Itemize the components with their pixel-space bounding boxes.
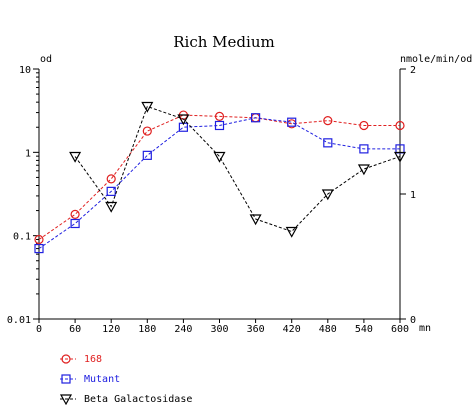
data-point-0-0 [34,234,44,245]
data-point-0-3 [142,126,152,136]
legend-label-0: 168 [84,354,102,365]
y-right-label: nmole/min/od [400,54,472,65]
legend-label-1: Mutant [84,374,120,385]
x-tick-label-360: 360 [247,324,265,335]
legend-marker-1 [61,374,71,384]
data-point-1-2 [106,186,116,196]
data-point-2-0 [69,151,82,163]
y-left-tick-label-1: 1 [25,148,31,159]
x-tick-label-420: 420 [283,324,301,335]
series-layer [34,101,407,254]
data-point-2-2 [141,101,154,113]
x-tick-label-0: 0 [36,324,42,335]
data-point-0-9 [359,120,369,131]
data-point-0-1 [70,209,80,219]
y-right-tick-label-0: 0 [410,315,416,326]
y-left-tick-label-10: 10 [19,65,31,76]
data-point-2-3 [177,114,190,126]
data-point-1-5 [214,120,225,131]
x-tick-label-120: 120 [102,324,120,335]
y-left-label: od [40,54,52,65]
data-point-2-1 [105,201,118,213]
data-point-1-0 [34,243,44,254]
chart-title: Rich Medium [173,33,274,51]
data-point-2-7 [321,189,334,201]
x-tick-label-240: 240 [174,324,192,335]
legend-marker-2 [59,394,73,405]
data-point-1-7 [287,117,297,127]
series-line-0 [38,114,400,240]
y-left-tick-label-0.01: 0.01 [7,315,31,326]
data-point-0-8 [323,116,333,126]
legend-label-2: Beta Galactosidase [84,394,192,405]
y-left-tick-label-0.1: 0.1 [13,232,31,243]
axes: 0 60 120 180 240 300 360 420 480 540 6001010.10.01… [7,65,416,335]
data-point-2-9 [393,151,407,163]
y-right-tick-label-2: 2 [410,65,416,76]
data-point-1-1 [70,218,80,229]
x-tick-label-600: 600 [391,324,409,335]
legend: 168 Mutant Beta Galactosidase [59,354,192,405]
data-point-1-8 [323,138,333,148]
data-point-0-2 [106,174,116,184]
x-tick-label-180: 180 [138,324,156,335]
data-point-0-5 [214,111,225,121]
data-point-0-10 [395,120,405,131]
x-tick-label-60: 60 [69,324,81,335]
x-tick-label-540: 540 [355,324,373,335]
x-unit-label: mn [419,323,431,334]
x-tick-label-480: 480 [319,324,337,335]
legend-marker-0 [61,354,71,364]
data-point-2-4 [213,151,226,163]
data-point-2-8 [357,164,370,176]
series-line-1 [38,117,400,250]
data-point-2-5 [249,214,262,226]
series-line-2 [74,105,401,233]
data-point-1-9 [359,144,369,154]
data-point-1-3 [142,150,152,160]
y-right-tick-label-1: 1 [410,190,416,201]
data-point-1-6 [251,113,261,123]
x-tick-label-300: 300 [210,324,228,335]
data-point-2-6 [285,226,298,238]
